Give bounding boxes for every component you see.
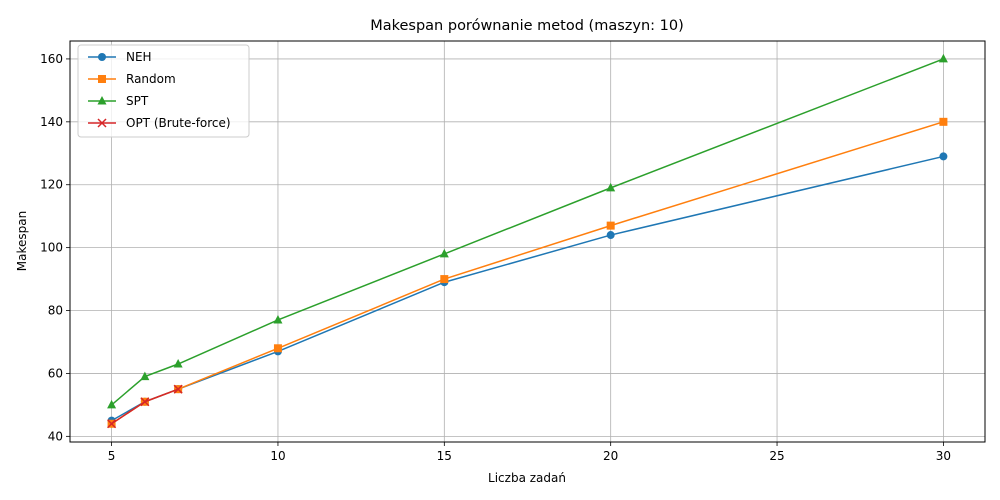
data-point-opt-brute-force — [107, 419, 117, 429]
legend-item-neh: NEH — [88, 50, 152, 64]
plot-frame — [69, 40, 986, 443]
data-point-random — [939, 117, 948, 126]
legend-label: Random — [126, 72, 176, 86]
x-tick-label: 15 — [437, 449, 452, 463]
data-point-opt-brute-force — [140, 397, 150, 407]
series-spt — [107, 53, 948, 409]
y-axis-label: Makespan — [15, 211, 29, 271]
x-marker-stroke — [140, 397, 150, 407]
data-point-spt — [606, 182, 616, 192]
data-point-neh — [606, 231, 615, 240]
legend-marker — [98, 75, 106, 83]
y-tick-label: 100 — [40, 241, 63, 255]
data-point-opt-brute-force — [173, 384, 183, 394]
chart-title: Makespan porównanie metod (maszyn: 10) — [370, 18, 684, 34]
data-point-spt — [173, 359, 183, 368]
x-tick-label: 25 — [769, 449, 784, 463]
legend-item-spt: SPT — [88, 94, 149, 108]
data-point-random — [273, 344, 282, 353]
legend-frame — [77, 44, 250, 138]
legend-marker — [97, 96, 107, 105]
y-tick-label: 40 — [48, 429, 63, 443]
data-point-spt — [140, 371, 150, 381]
series-line-neh — [111, 155, 944, 422]
data-point-random — [440, 275, 449, 284]
y-tick-label: 160 — [40, 52, 63, 66]
legend-marker — [97, 118, 107, 128]
legend-label: NEH — [126, 50, 152, 64]
x-marker-stroke — [173, 384, 183, 394]
x-tick-label: 10 — [270, 449, 285, 463]
series-neh — [107, 152, 948, 425]
data-point-random — [606, 221, 615, 230]
x-tick-label: 5 — [108, 449, 116, 463]
series-line-random — [111, 121, 944, 425]
series-random — [107, 117, 948, 428]
legend: NEH Random SPT OPT (Brute-force) — [77, 44, 250, 138]
legend-label: OPT (Brute-force) — [126, 116, 231, 130]
y-tick-label: 60 — [48, 366, 63, 380]
series-layer — [107, 53, 948, 429]
data-point-neh — [939, 152, 948, 161]
series-line-opt-brute-force — [111, 388, 179, 425]
x-tick-label: 30 — [936, 449, 951, 463]
legend-item-opt-brute-force: OPT (Brute-force) — [88, 116, 231, 130]
x-axis-label: Liczba zadań — [488, 471, 566, 485]
data-point-spt — [938, 53, 948, 63]
data-point-spt — [439, 248, 449, 258]
legend-item-random: Random — [88, 72, 176, 86]
x-marker-stroke — [107, 419, 117, 429]
x-tick-label: 20 — [603, 449, 618, 463]
data-point-spt — [107, 399, 117, 409]
data-point-spt — [273, 314, 283, 324]
y-tick-label: 80 — [48, 304, 63, 318]
legend-marker — [98, 53, 106, 61]
ticks: 5 10 15 20 25 30 40 60 80 100 120 140 160 — [40, 52, 951, 463]
y-tick-label: 120 — [40, 178, 63, 192]
y-tick-label: 140 — [40, 115, 63, 129]
x-marker-stroke — [97, 118, 107, 128]
legend-label: SPT — [126, 94, 149, 108]
series-opt-brute-force — [107, 384, 183, 429]
